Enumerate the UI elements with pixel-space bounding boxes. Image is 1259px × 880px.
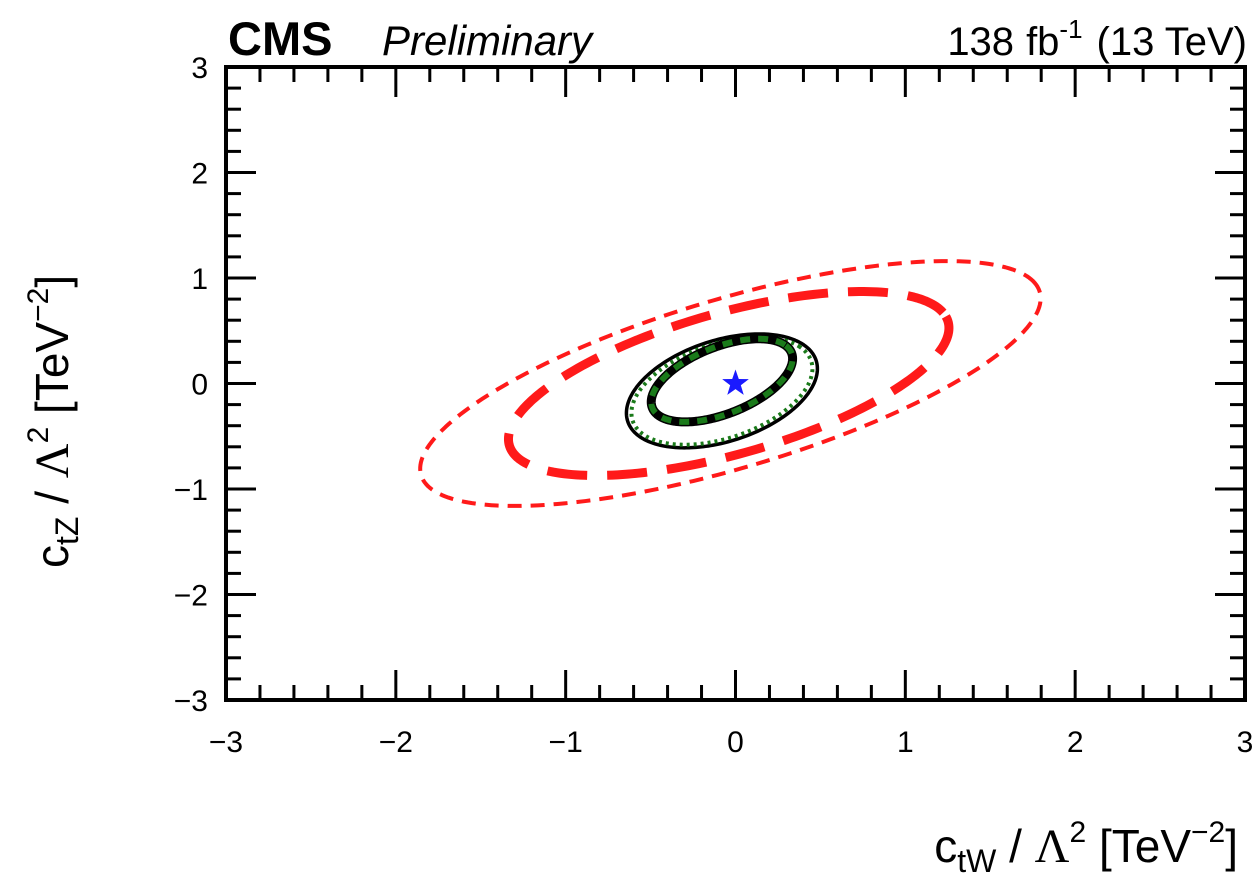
y-tick-label: 3 (191, 52, 208, 85)
contour-black-inner (646, 334, 798, 427)
y-tick-label: −2 (174, 580, 208, 613)
y-axis-title: ctZ / Λ2 [TeV−2] (22, 275, 85, 568)
y-tick-label: −1 (174, 474, 208, 507)
x-axis-unit-open: [TeV (1086, 820, 1191, 872)
contour-black-outer (624, 332, 820, 450)
x-tick-label: 1 (897, 726, 914, 759)
y-axis-unit-open: [TeV (26, 322, 78, 427)
x-axis-sub: tW (957, 843, 997, 879)
ticks-layer (224, 65, 1247, 702)
energy-label: (13 TeV) (1097, 20, 1247, 64)
lumi-label: 138 fb-1 (13 TeV) (947, 14, 1247, 64)
y-axis-mid: / (26, 478, 78, 516)
x-tick-label: −1 (549, 726, 583, 759)
y-axis-greek: Λ (26, 443, 79, 478)
experiment-label: CMS (228, 12, 332, 65)
contours-layer (418, 259, 1043, 508)
x-axis-base: c (934, 820, 957, 872)
x-axis-unit-exp: −2 (1191, 816, 1225, 849)
y-tick-labels: −3 −2 −1 0 1 2 3 (174, 52, 208, 718)
y-axis-sup: 2 (22, 427, 55, 444)
lumi-exp: -1 (1059, 14, 1082, 44)
contour-red-inner (503, 287, 954, 480)
y-axis-unit-close: ] (26, 275, 78, 288)
status-label: Preliminary (382, 17, 595, 64)
x-tick-label: 2 (1067, 726, 1084, 759)
lumi-value: 138 (947, 20, 1014, 64)
y-tick-label: −3 (174, 685, 208, 718)
y-tick-label: 0 (191, 369, 208, 402)
y-axis-base: c (26, 545, 78, 568)
contour-green-inner (648, 335, 796, 425)
x-tick-label: −3 (209, 726, 243, 759)
x-tick-label: 0 (727, 726, 744, 759)
y-axis-unit-exp: −2 (22, 288, 55, 322)
x-axis-mid: / (996, 820, 1034, 872)
best-fit-star-icon (722, 369, 749, 395)
marker-layer (722, 369, 749, 395)
y-axis-sub: tZ (49, 517, 85, 545)
x-axis-unit-close: ] (1225, 820, 1238, 872)
contour-green-outer (629, 335, 815, 447)
y-tick-label: 1 (191, 263, 208, 296)
x-axis-sup: 2 (1069, 816, 1086, 849)
x-axis-title: ctW / Λ2 [TeV−2] (934, 816, 1238, 879)
x-tick-label: −2 (379, 726, 413, 759)
x-tick-labels: −3 −2 −1 0 1 2 3 (209, 726, 1253, 759)
contour-red-outer (418, 259, 1043, 508)
y-tick-label: 2 (191, 158, 208, 191)
lumi-unit: fb (1026, 20, 1059, 64)
x-axis-greek: Λ (1035, 820, 1070, 873)
x-tick-label: 3 (1237, 726, 1254, 759)
